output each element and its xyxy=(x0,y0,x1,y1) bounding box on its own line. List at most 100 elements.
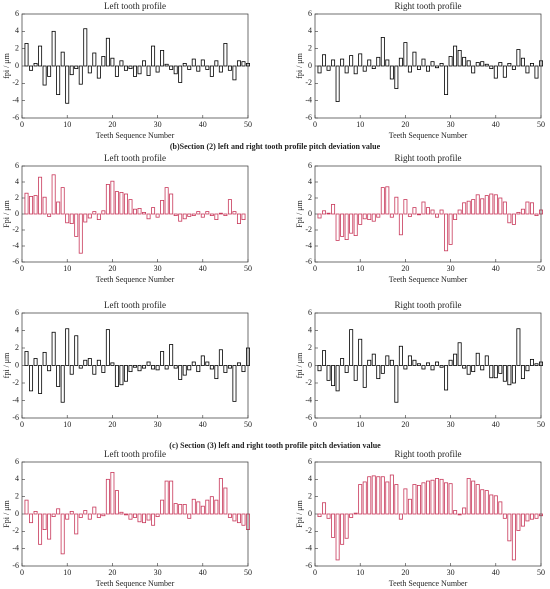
bar xyxy=(47,65,52,77)
bar xyxy=(42,351,47,366)
bar xyxy=(525,201,530,215)
bar xyxy=(507,513,512,542)
bar xyxy=(56,65,61,96)
bar xyxy=(398,213,403,236)
bar xyxy=(146,65,151,76)
bar xyxy=(60,51,65,67)
bar xyxy=(164,63,169,67)
x-tick-label: 30 xyxy=(154,568,162,577)
bar xyxy=(182,504,187,515)
bar xyxy=(69,510,74,515)
bar xyxy=(160,499,165,515)
bar xyxy=(344,213,349,241)
bar xyxy=(502,65,507,78)
bar xyxy=(56,365,61,387)
bar xyxy=(367,359,372,366)
bar xyxy=(462,365,467,369)
bar xyxy=(51,331,56,366)
chart-title: Left tooth profile xyxy=(104,449,166,459)
bar xyxy=(367,476,372,515)
x-tick-label: 50 xyxy=(244,120,252,129)
bar xyxy=(105,478,110,515)
bar xyxy=(29,195,34,215)
bar xyxy=(196,365,201,373)
y-tick-label: 6 xyxy=(15,457,19,466)
bar xyxy=(367,59,372,67)
bar xyxy=(484,490,489,515)
bar xyxy=(457,513,462,516)
bar xyxy=(142,365,147,369)
bar xyxy=(466,478,471,515)
bar xyxy=(173,213,178,216)
bar xyxy=(398,513,403,520)
x-axis-label: Teeth Sequence Number xyxy=(96,275,175,284)
bar xyxy=(331,365,336,387)
bar xyxy=(123,365,128,382)
bar xyxy=(385,355,390,366)
bar xyxy=(83,28,88,67)
bar xyxy=(51,513,56,517)
bar xyxy=(101,56,106,67)
bar xyxy=(453,213,458,220)
bar xyxy=(51,30,56,67)
bar xyxy=(123,513,128,516)
x-tick-label: 50 xyxy=(244,264,252,273)
y-tick-label: -4 xyxy=(305,241,312,250)
bar xyxy=(114,65,119,77)
bar xyxy=(529,63,534,67)
x-tick-label: 0 xyxy=(20,568,24,577)
x-tick-label: 10 xyxy=(63,568,71,577)
bar xyxy=(65,213,70,224)
bar xyxy=(87,65,92,74)
x-tick-label: 40 xyxy=(199,420,207,429)
bar xyxy=(489,193,494,215)
bar xyxy=(241,513,246,526)
bar xyxy=(205,65,210,70)
x-tick-label: 30 xyxy=(447,420,455,429)
x-axis-label: Teeth Sequence Number xyxy=(389,579,468,588)
chart-title: Left tooth profile xyxy=(104,153,166,163)
bar xyxy=(430,209,435,215)
y-axis-label: fpi / μm xyxy=(2,52,11,78)
bar xyxy=(362,365,367,388)
bar xyxy=(142,60,147,67)
y-tick-label: 6 xyxy=(308,308,312,317)
bar xyxy=(133,365,137,368)
bar xyxy=(137,513,142,523)
bar xyxy=(146,361,151,366)
bar xyxy=(133,208,137,215)
y-tick-label: 4 xyxy=(15,177,19,186)
bar xyxy=(114,490,119,515)
bar xyxy=(394,65,399,89)
bar xyxy=(430,365,435,371)
y-axis-label: Fpi / μm xyxy=(2,500,11,528)
bar xyxy=(173,503,178,515)
bar xyxy=(123,193,128,215)
bar xyxy=(498,197,503,215)
bar xyxy=(398,57,403,67)
bar xyxy=(358,213,363,225)
x-tick-label: 40 xyxy=(492,568,500,577)
y-tick-label: 6 xyxy=(308,9,312,18)
x-tick-label: 20 xyxy=(108,264,116,273)
bar xyxy=(92,52,97,67)
x-tick-label: 40 xyxy=(199,568,207,577)
bar xyxy=(353,512,358,515)
y-tick-label: 6 xyxy=(308,161,312,170)
bar xyxy=(200,59,205,67)
bar xyxy=(155,65,160,73)
y-axis-label: Fpi / μm xyxy=(295,200,304,228)
bar xyxy=(196,65,201,72)
bar xyxy=(498,62,503,67)
y-tick-label: 2 xyxy=(15,491,19,500)
bar xyxy=(480,489,485,515)
bar xyxy=(96,359,101,366)
bar xyxy=(133,65,137,77)
bar xyxy=(380,37,385,67)
bar xyxy=(56,508,61,515)
x-tick-label: 50 xyxy=(537,568,545,577)
bar xyxy=(412,359,417,366)
bar xyxy=(439,365,444,368)
bar xyxy=(42,65,47,86)
